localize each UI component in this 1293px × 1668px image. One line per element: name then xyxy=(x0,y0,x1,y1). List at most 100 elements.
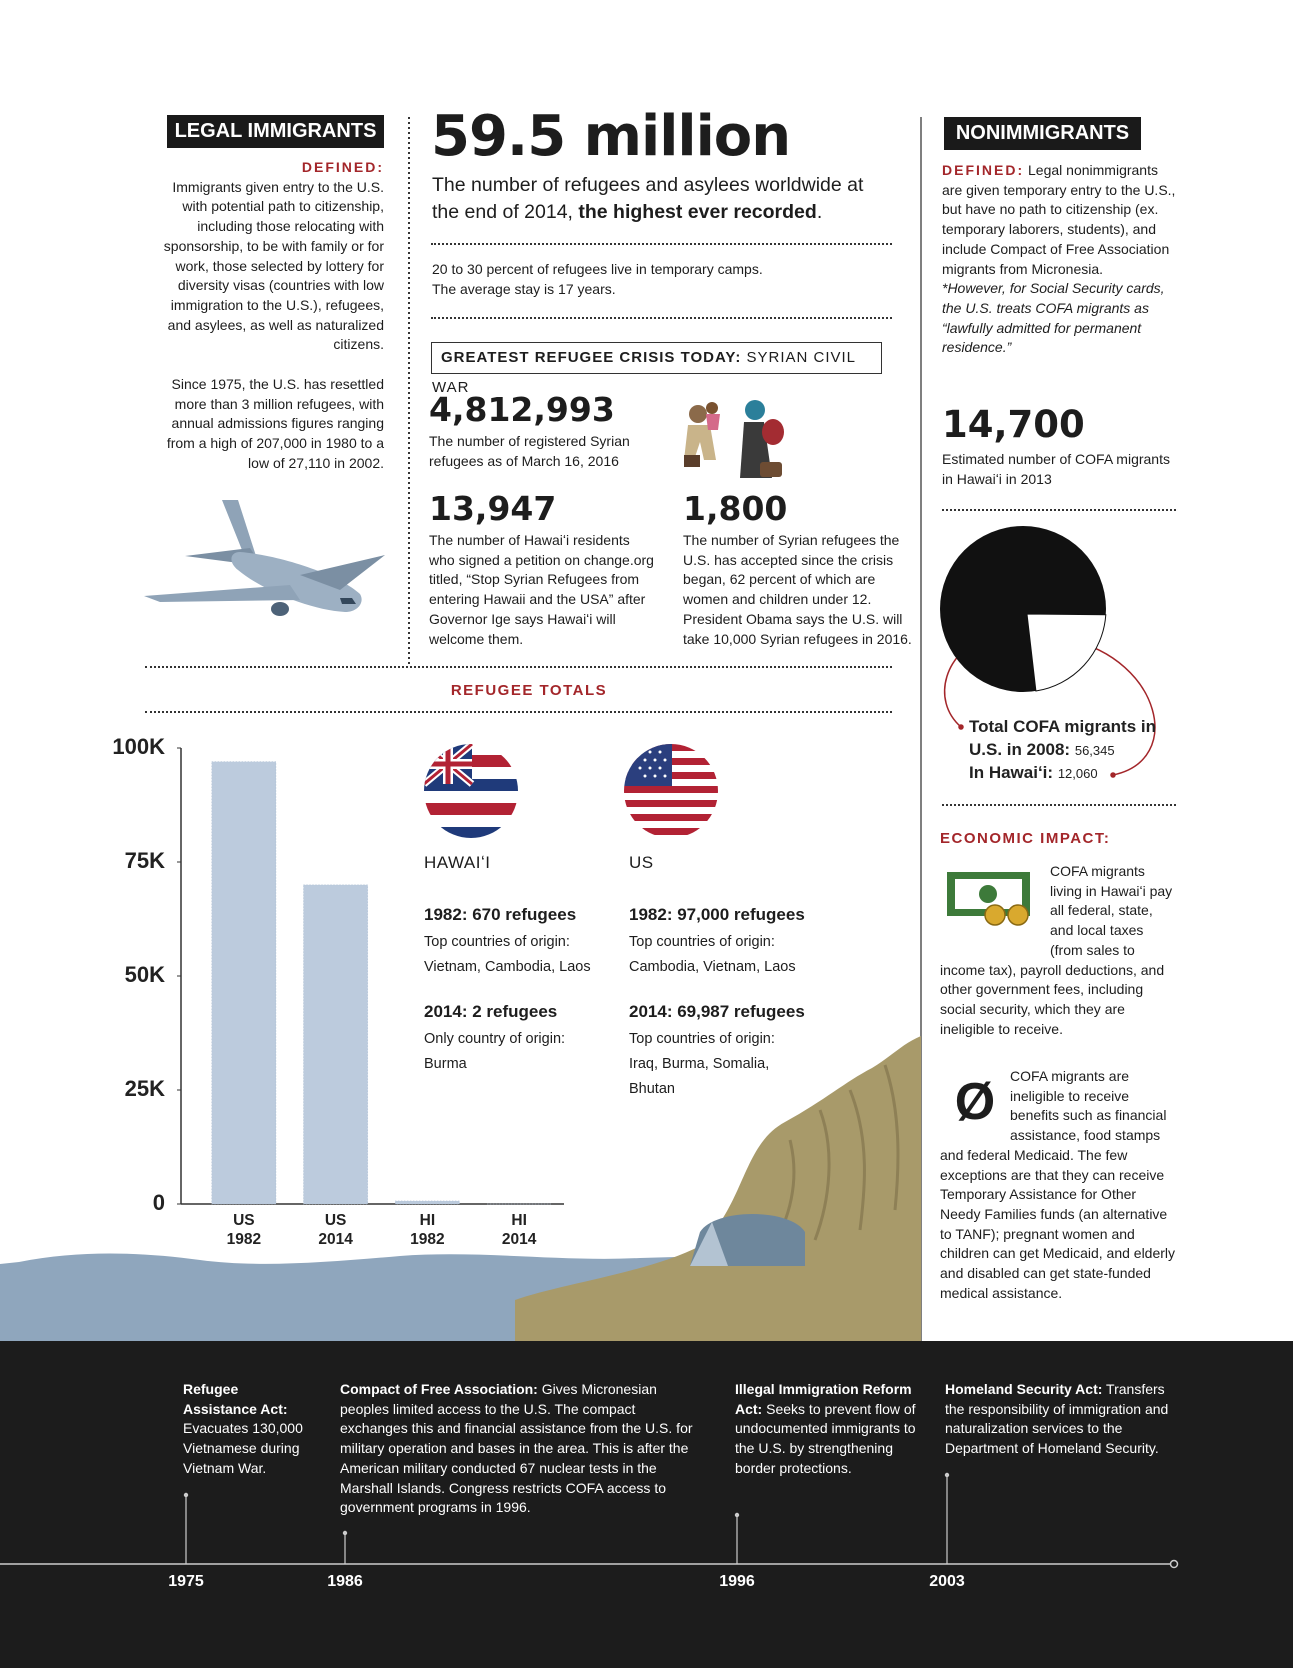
y-tick-label: 100K xyxy=(112,734,165,759)
paragraph: COFA migrants are ineligible to receive … xyxy=(940,1068,1176,1301)
note: *However, for Social Security cards, the… xyxy=(942,280,1165,356)
defined-label: DEFINED: xyxy=(301,159,384,175)
shape xyxy=(706,414,720,430)
text: 20 to 30 percent of refugees live in tem… xyxy=(432,261,763,277)
emphasis: the highest ever recorded xyxy=(578,201,817,223)
event-title: Refugee Assistance Act: xyxy=(183,1381,288,1417)
shape xyxy=(762,419,784,445)
entry-title: 1982: 97,000 refugees xyxy=(629,905,805,924)
shape xyxy=(340,598,356,604)
shape xyxy=(684,455,700,467)
timeline-end xyxy=(1169,1559,1179,1569)
shape xyxy=(760,462,782,477)
region: HAWAIʻI 1982: 670 refugees Top countries… xyxy=(424,853,614,1097)
timeline-year: 2003 xyxy=(929,1573,965,1590)
shape xyxy=(958,724,964,730)
shape xyxy=(222,500,256,560)
airplane xyxy=(144,500,385,616)
timeline-dot xyxy=(944,1472,950,1478)
figure: 1,800 xyxy=(683,489,788,528)
text: The average stay is 17 years. xyxy=(432,281,616,297)
shape xyxy=(658,750,662,754)
shape xyxy=(648,750,652,754)
name: SYRIAN CIVIL WAR xyxy=(432,349,856,396)
shape xyxy=(643,758,647,762)
defined-label: DEFINED: xyxy=(942,162,1025,178)
definition: Immigrants given entry to the U.S. with … xyxy=(163,178,384,353)
spacer xyxy=(940,862,1050,960)
y-tick-label: 25K xyxy=(125,1076,165,1101)
shape xyxy=(424,803,518,815)
definition: Legal nonimmigrants are given temporary … xyxy=(942,162,1176,277)
shape xyxy=(1110,772,1116,778)
shape xyxy=(684,425,716,460)
nonimmigrant-definition: DEFINED: Legal nonimmigrants are given t… xyxy=(942,161,1178,358)
hill-ridges xyxy=(768,1064,900,1251)
region-name: HAWAIʻI xyxy=(424,853,491,872)
camps-note: 20 to 30 percent of refugees live in tem… xyxy=(432,259,763,299)
text: The number of Hawaiʻi residents who sign… xyxy=(429,532,654,647)
economic-text: COFA migrants living in Hawaiʻi pay all … xyxy=(940,862,1176,1039)
section-heading: ECONOMIC IMPACT: xyxy=(940,830,1111,847)
pie-slice xyxy=(1026,613,1107,692)
timeline-event: Compact of Free Association: Gives Micro… xyxy=(340,1380,705,1518)
text: Estimated number of COFA migrants in Haw… xyxy=(942,451,1170,487)
bar xyxy=(394,1200,460,1205)
pie-label: In Hawaiʻi: xyxy=(969,763,1054,782)
entry-title: 2014: 69,987 refugees xyxy=(629,1002,805,1021)
label: GREATEST REFUGEE CRISIS TODAY: xyxy=(441,349,742,366)
region-name: US xyxy=(629,853,654,872)
timeline-year: 1975 xyxy=(168,1573,204,1590)
shape xyxy=(848,1089,866,1231)
divider xyxy=(145,666,892,668)
shape xyxy=(144,585,300,602)
shape xyxy=(648,766,652,770)
bar xyxy=(303,884,369,1205)
section-heading: REFUGEE TOTALS xyxy=(450,682,608,699)
divider xyxy=(942,804,1176,806)
timeline-dot xyxy=(183,1492,189,1498)
headline: 59.5 million xyxy=(431,104,791,169)
entry: 2014: 2 refugees Only country of origin:… xyxy=(424,1000,614,1077)
symbol: Ø xyxy=(954,1073,996,1131)
timeline-event: Homeland Security Act: Transfers the res… xyxy=(945,1380,1185,1459)
bar xyxy=(211,761,277,1205)
x-tick-label: US 1982 xyxy=(226,1212,262,1248)
x-tick-label: US 2014 xyxy=(318,1212,353,1248)
event-text: Transfers the responsibility of immigrat… xyxy=(945,1381,1169,1457)
stat: 1,800 The number of Syrian refugees the … xyxy=(683,487,918,649)
shape xyxy=(424,827,518,838)
pie-label: Total COFA migrants in U.S. in 2008: xyxy=(969,717,1157,759)
charts: 0 25K 50K 75K 100K xyxy=(112,526,1107,1215)
shape xyxy=(663,758,667,762)
divider xyxy=(431,243,892,245)
text: The number of registered Syrian refugees… xyxy=(429,433,630,469)
crisis-box: GREATEST REFUGEE CRISIS TODAY: SYRIAN CI… xyxy=(431,342,882,396)
stat: 13,947 The number of Hawaiʻi residents w… xyxy=(429,487,654,649)
shape xyxy=(653,774,657,778)
shape xyxy=(1069,639,1156,776)
shape xyxy=(638,750,642,754)
pie-value-label: 56,345 xyxy=(1074,742,1115,758)
shape xyxy=(706,402,718,414)
shape xyxy=(1007,904,1029,926)
entry: 1982: 97,000 refugees Top countries of o… xyxy=(629,903,809,980)
shape xyxy=(638,766,642,770)
shape xyxy=(984,904,1006,926)
shape xyxy=(745,400,765,420)
entry-countries: Iraq, Burma, Somalia, Bhutan xyxy=(629,1056,770,1097)
shape xyxy=(643,774,647,778)
timeline-year: 1986 xyxy=(327,1573,363,1590)
timeline-event: Refugee Assistance Act: Evacuates 130,00… xyxy=(183,1380,308,1479)
timeline-event: Illegal Immigration Reform Act: Seeks to… xyxy=(735,1380,920,1479)
pie-labels: Total COFA migrants in U.S. in 2008: 56,… xyxy=(969,716,1184,786)
shape xyxy=(624,786,718,793)
y-tick-label: 75K xyxy=(125,848,165,873)
shape xyxy=(300,555,385,590)
divider xyxy=(942,509,1176,511)
event-title: Illegal Immigration Reform Act: xyxy=(735,1381,912,1417)
entry-title: 1982: 670 refugees xyxy=(424,905,577,924)
timeline-year: 1996 xyxy=(719,1573,755,1590)
divider xyxy=(145,711,892,713)
